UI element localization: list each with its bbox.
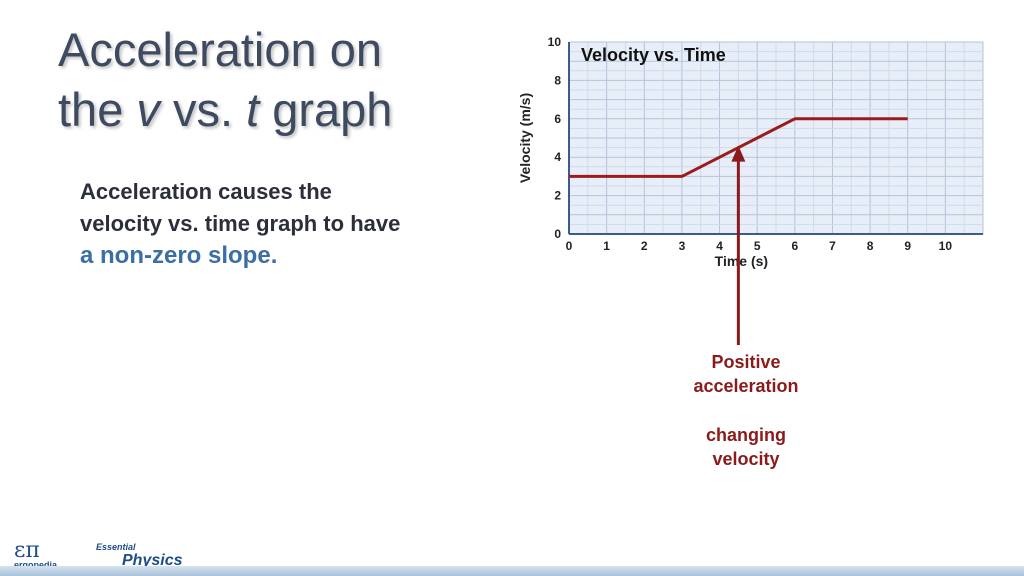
brand-big: Physics bbox=[122, 552, 183, 569]
x-tick-label: 0 bbox=[566, 239, 573, 253]
title-line-1: Acceleration on bbox=[58, 23, 382, 76]
annotation-positive-acceleration: Positive acceleration bbox=[676, 350, 816, 398]
annotation-arrow-head bbox=[731, 145, 746, 162]
annotation-line-3: changing bbox=[706, 425, 786, 445]
y-tick-label: 6 bbox=[554, 112, 561, 126]
y-axis-label: Velocity (m/s) bbox=[517, 93, 533, 183]
annotation-changing-velocity: changing velocity bbox=[676, 423, 816, 471]
x-tick-label: 9 bbox=[904, 239, 911, 253]
ergopedia-word: ergopedia bbox=[14, 560, 58, 570]
ergopedia-logo: επ ergopedia bbox=[14, 538, 58, 571]
body-text-main: Acceleration causes the velocity vs. tim… bbox=[80, 179, 401, 236]
x-tick-label: 6 bbox=[791, 239, 798, 253]
x-tick-label: 8 bbox=[867, 239, 874, 253]
annotation-line-2: acceleration bbox=[693, 376, 799, 396]
y-tick-label: 0 bbox=[554, 227, 561, 241]
x-axis-label: Time (s) bbox=[715, 253, 768, 269]
title-line-2b: vs. bbox=[159, 83, 247, 136]
body-text-highlight: a non-zero slope. bbox=[80, 242, 278, 269]
slide-title: Acceleration on the v vs. t graph bbox=[58, 20, 392, 140]
x-tick-label: 3 bbox=[679, 239, 686, 253]
footer-bar bbox=[0, 566, 1024, 576]
chart-title: Velocity vs. Time bbox=[581, 45, 726, 65]
annotation-line-1: Positive bbox=[711, 352, 781, 372]
y-tick-label: 4 bbox=[554, 150, 561, 164]
annotation-line-4: velocity bbox=[712, 449, 780, 469]
x-tick-label: 1 bbox=[603, 239, 610, 253]
y-tick-label: 8 bbox=[554, 73, 561, 87]
y-tick-label: 2 bbox=[554, 189, 561, 203]
x-tick-label: 4 bbox=[716, 239, 723, 253]
essential-physics-logo: Essential Physics bbox=[96, 542, 182, 570]
x-tick-label: 2 bbox=[641, 239, 648, 253]
y-tick-label: 10 bbox=[548, 35, 562, 49]
brand-small: Essential bbox=[96, 542, 136, 552]
title-t: t bbox=[246, 83, 260, 136]
x-tick-label: 7 bbox=[829, 239, 836, 253]
ergopedia-symbol: επ bbox=[14, 538, 40, 563]
x-tick-label: 10 bbox=[939, 239, 953, 253]
title-line-2c: graph bbox=[259, 83, 393, 136]
title-line-2a: the bbox=[58, 83, 137, 136]
body-text: Acceleration causes the velocity vs. tim… bbox=[80, 176, 410, 272]
x-tick-label: 5 bbox=[754, 239, 761, 253]
title-v: v bbox=[136, 83, 160, 136]
